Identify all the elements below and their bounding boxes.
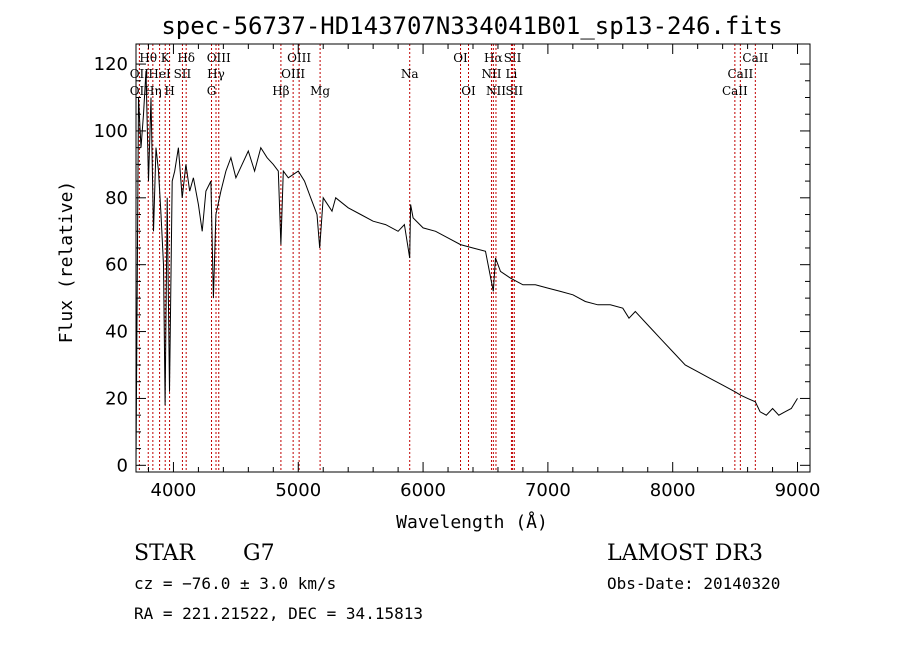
plot-frame [135,43,811,473]
redshift-velocity: cz = −76.0 ± 3.0 km/s [134,574,336,593]
marker-label: OIII [207,51,231,65]
observation-date: Obs-Date: 20140320 [607,574,780,593]
marker-label: Mg [310,84,330,98]
marker-label: OI [453,51,468,65]
marker-label: NII [481,67,501,81]
marker-label: Hβ [272,84,289,98]
spectrum-line [135,70,798,466]
marker-label: G [207,84,217,98]
marker-label: SII [174,67,192,81]
marker-label: OII [130,67,150,81]
marker-label: CaII [727,67,753,81]
spectral-subclass: G7 [243,541,275,566]
marker-label: OIII [287,51,311,65]
y-tick-label: 120 [94,54,128,75]
x-tick-label: 5000 [275,480,321,501]
y-tick-label: 100 [94,121,128,142]
y-axis-ticks: 0 20 40 60 80 100 120 [94,54,810,476]
y-tick-label: 60 [105,255,128,276]
y-tick-label: 0 [117,455,128,476]
survey-name: LAMOST DR3 [607,541,763,566]
marker-label: K [161,51,171,65]
marker-label: Hθ [139,51,157,65]
y-tick-label: 40 [105,322,128,343]
x-tick-label: 4000 [151,480,197,501]
y-axis-label: Flux (relative) [56,181,77,344]
marker-label: Hα [484,51,503,65]
chart-title: spec-56737-HD143707N334041B01_sp13-246.f… [161,12,782,40]
marker-label: CaII [742,51,768,65]
marker-label: H [164,84,174,98]
marker-label: CaII [722,84,748,98]
marker-label: HeI [148,67,171,81]
marker-label: Hγ [207,67,225,81]
x-tick-label: 6000 [400,480,446,501]
sky-coordinates: RA = 221.21522, DEC = 34.15813 [134,604,423,623]
marker-label: Li [506,67,518,81]
x-tick-label: 8000 [650,480,696,501]
x-axis-ticks: 4000 5000 6000 7000 8000 9000 [147,44,821,501]
marker-label: Hη [144,84,162,98]
marker-label: SII [505,84,523,98]
y-tick-label: 80 [105,188,128,209]
x-tick-label: 7000 [525,480,571,501]
x-axis-label: Wavelength (Å) [396,511,548,533]
y-tick-label: 20 [105,388,128,409]
marker-label: OIII [281,67,305,81]
marker-label: Na [401,67,419,81]
marker-label: SII [504,51,522,65]
marker-label: OI [461,84,476,98]
marker-label: Hδ [177,51,195,65]
object-class: STAR [134,541,196,566]
spectrum-series [135,70,798,466]
marker-label: NII [486,84,506,98]
x-tick-label: 9000 [775,480,821,501]
